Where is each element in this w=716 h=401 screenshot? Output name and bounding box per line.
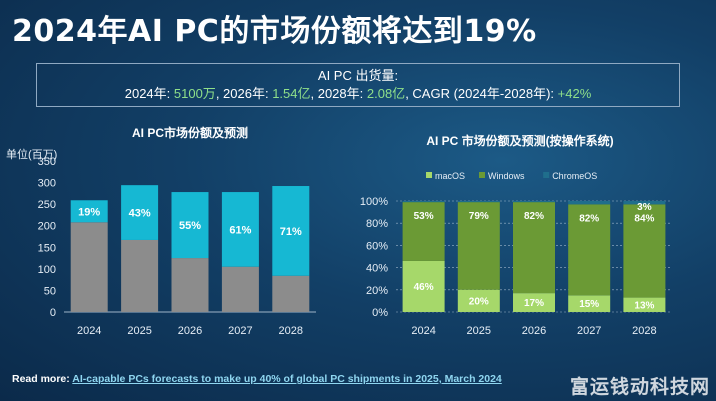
chart2-xtick-label: 2028 <box>632 325 656 337</box>
chart2-data-label: 3% <box>637 202 652 213</box>
chart1-ytick-label: 0 <box>50 307 56 319</box>
chart2-data-label: 82% <box>579 213 599 224</box>
shipments-heading: AI PC 出货量: <box>317 68 399 83</box>
chart2-ytick-label: 60% <box>366 240 388 252</box>
chart1-ytick-label: 50 <box>44 285 56 297</box>
chart1-xtick-label: 2027 <box>228 325 252 337</box>
chart2-bar-segment <box>513 202 555 294</box>
chart2-xtick-label: 2025 <box>467 325 491 337</box>
chart1-data-label: 61% <box>229 224 251 236</box>
chart1-ytick-label: 150 <box>38 242 56 254</box>
chart2-legend-swatch <box>479 172 485 178</box>
chart2-xtick-label: 2024 <box>411 325 435 337</box>
shipments-summary-box: AI PC 出货量: 2024年: 5100万, 2026年: 1.54亿, 2… <box>36 63 680 107</box>
chart1-xtick-label: 2026 <box>178 325 202 337</box>
chart1-bar-segment <box>171 258 209 312</box>
chart2-bar-segment <box>623 204 666 298</box>
chart2-bar-segment <box>402 201 445 203</box>
shipments-2026-value: 1.54亿 <box>272 86 311 101</box>
chart1-data-label: 71% <box>280 226 302 238</box>
chart2-bar-segment <box>457 201 500 203</box>
chart2-data-label: 20% <box>469 296 489 307</box>
footer-read-more: Read more: AI-capable PCs forecasts to m… <box>12 373 502 385</box>
chart2-ytick-label: 0% <box>372 307 388 319</box>
chart2-data-label: 79% <box>469 211 489 222</box>
chart2-data-label: 17% <box>524 298 544 309</box>
chart2-data-label: 13% <box>634 300 654 311</box>
chart2-ytick-label: 80% <box>366 218 388 230</box>
chart2-ytick-label: 20% <box>366 285 388 297</box>
chart2-legend-swatch <box>543 172 550 178</box>
chart1-xtick-label: 2024 <box>77 325 101 337</box>
chart2-bar-segment <box>402 202 445 261</box>
chart1-ytick-label: 200 <box>38 221 56 233</box>
chart1-ytick-label: 350 <box>38 156 56 168</box>
cagr-value: +42% <box>557 86 592 101</box>
chart2-ytick-label: 100% <box>360 196 388 208</box>
chart1-ytick-label: 250 <box>38 199 56 211</box>
chart1-bar-segment <box>272 275 310 312</box>
shipments-2028-value: 2.08亿 <box>366 86 406 101</box>
chart1-bar-segment <box>171 192 209 259</box>
chart1-bar-segment <box>121 239 159 312</box>
chart2-bar-segment <box>457 289 500 312</box>
chart1-ylabel: 单位(百万) <box>6 147 57 161</box>
chart2-xtick-label: 2027 <box>577 325 601 337</box>
chart1-bar-segment <box>272 186 310 276</box>
watermark: 富运钱动科技网 <box>569 376 710 398</box>
chart2-data-label: 15% <box>579 299 599 310</box>
chart1-bar-segment <box>70 222 108 312</box>
chart1-data-label: 55% <box>179 220 201 232</box>
chart2-bar-segment <box>513 201 555 203</box>
chart1-data-label: 19% <box>78 206 100 218</box>
chart2-ytick-label: 40% <box>366 263 388 275</box>
chart2-legend-swatch <box>426 172 432 178</box>
chart2-bar-segment <box>513 293 555 312</box>
chart1-ytick-label: 100 <box>38 264 56 276</box>
shipments-2024-value: 5100万 <box>173 86 216 101</box>
chart2-bar-segment <box>623 201 666 205</box>
chart2-data-label: 53% <box>414 211 434 222</box>
chart2-bar-segment <box>623 297 666 312</box>
chart2-legend-label: macOS <box>435 171 465 181</box>
chart1-xtick-label: 2025 <box>127 325 151 337</box>
chart2-bar-segment <box>568 201 611 205</box>
chart1-bar-segment <box>221 192 259 267</box>
chart2-data-label: 82% <box>524 211 544 222</box>
chart1-bar-segment <box>221 266 259 312</box>
chart1-xtick-label: 2028 <box>279 325 303 337</box>
shipments-line: 2024年: 5100万, 2026年: 1.54亿, 2028年: 2.08亿… <box>124 86 592 101</box>
chart2-xtick-label: 2026 <box>522 325 546 337</box>
footer-link[interactable]: AI-capable PCs forecasts to make up 40% … <box>72 373 502 385</box>
chart1-bar-segment <box>121 185 159 240</box>
chart2-data-label: 46% <box>414 282 434 293</box>
chart2-bar-segment <box>457 202 500 290</box>
chart1-ytick-label: 300 <box>38 178 56 190</box>
chart1-title: AI PC市场份额及预测 <box>132 125 248 140</box>
chart2-data-label: 84% <box>634 213 654 224</box>
chart2-bar-segment <box>402 260 445 312</box>
page-title: 2024年AI PC的市场份额将达到19% <box>12 14 537 49</box>
chart2-bar-segment <box>568 295 611 312</box>
chart2-title: AI PC 市场份额及预测(按操作系统) <box>426 133 613 148</box>
chart2-legend-label: Windows <box>488 171 525 181</box>
chart2-bar-segment <box>568 204 611 296</box>
chart1-data-label: 43% <box>129 208 151 220</box>
chart1-bar-segment <box>70 200 108 223</box>
chart2-legend-label: ChromeOS <box>552 171 597 181</box>
footer-prefix: Read more: <box>12 373 73 385</box>
